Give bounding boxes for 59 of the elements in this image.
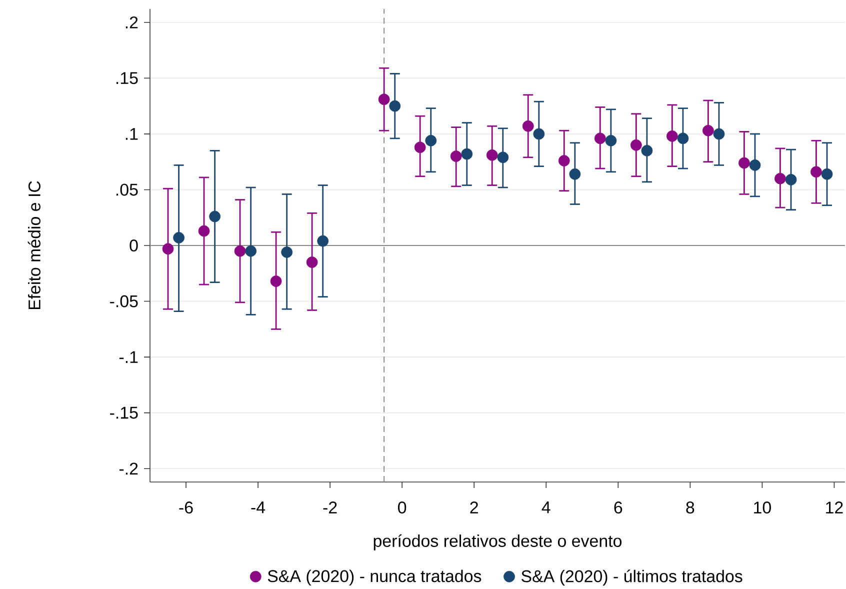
y-tick-label: .2 (126, 16, 138, 28)
point (425, 134, 437, 146)
point (234, 245, 246, 257)
point (486, 149, 498, 161)
point (281, 246, 293, 258)
point (666, 130, 678, 142)
x-tick-label: 12 (826, 502, 843, 514)
y-tick-label: -.1 (119, 351, 138, 363)
x-tick-label: 10 (754, 502, 771, 514)
x-tick-label: 4 (542, 502, 550, 514)
point (677, 132, 689, 144)
y-tick-label: .05 (116, 184, 138, 196)
point (306, 256, 318, 268)
point (702, 124, 714, 136)
y-tick-label: -.15 (110, 406, 138, 419)
x-tick-label: 6 (614, 502, 622, 514)
y-axis-title: Efeito médio e IC (28, 181, 40, 310)
point (785, 174, 797, 186)
x-tick-label: -4 (251, 502, 266, 514)
point (774, 172, 786, 184)
point (209, 210, 221, 222)
x-tick-label: -2 (323, 502, 337, 514)
point (533, 128, 545, 140)
x-tick-label: 8 (686, 502, 694, 514)
point (749, 159, 761, 171)
point (317, 235, 329, 247)
point (450, 150, 462, 162)
point (414, 142, 426, 154)
legend-label: S&A (2020) - últimos tratados (522, 570, 742, 586)
y-tick-label: .15 (116, 72, 138, 84)
point (569, 168, 581, 180)
point (605, 134, 617, 146)
x-tick-label: 2 (470, 502, 478, 514)
point (594, 132, 606, 144)
y-tick-label: -.2 (119, 462, 138, 475)
point (738, 157, 750, 169)
point (461, 148, 473, 160)
point (810, 166, 822, 178)
point (821, 168, 833, 180)
legend-label: S&A (2020) - nunca tratados (268, 570, 482, 586)
point (630, 139, 642, 151)
point (378, 94, 390, 106)
point (270, 275, 282, 287)
y-tick-label: -.05 (110, 295, 138, 308)
point (173, 232, 185, 244)
x-axis-title: períodos relativos deste o evento (374, 534, 622, 550)
point (198, 225, 210, 237)
point (497, 152, 509, 164)
y-tick-label: 0 (130, 240, 138, 252)
point (162, 243, 174, 255)
point (641, 144, 653, 156)
point (389, 100, 401, 112)
point (522, 120, 534, 132)
point (558, 155, 570, 166)
point (245, 245, 257, 257)
y-tick-label: .1 (126, 128, 138, 140)
point (713, 128, 725, 140)
x-tick-label: -6 (179, 502, 193, 514)
x-tick-label: 0 (398, 502, 406, 514)
